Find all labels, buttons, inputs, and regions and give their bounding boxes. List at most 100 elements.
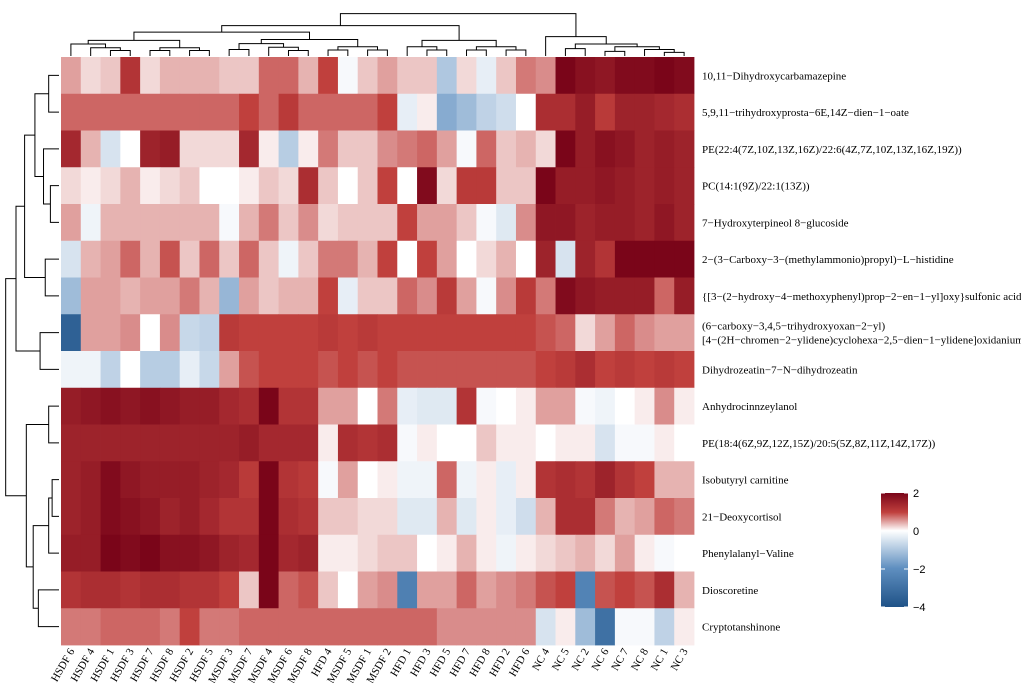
heatmap-cell xyxy=(80,277,101,315)
heatmap-cell xyxy=(417,534,438,572)
heatmap-cell xyxy=(278,93,299,131)
heatmap-cell xyxy=(80,57,101,95)
heatmap-cell xyxy=(397,57,418,95)
heatmap-cell xyxy=(199,571,220,609)
heatmap-cell xyxy=(159,314,181,352)
heatmap-cell xyxy=(496,498,517,536)
heatmap-cell xyxy=(456,571,477,609)
heatmap-cell xyxy=(318,204,339,242)
heatmap-cell xyxy=(595,571,616,609)
heatmap-cell xyxy=(337,130,359,168)
heatmap-cell xyxy=(80,93,101,131)
heatmap-cell xyxy=(456,277,477,315)
heatmap-cell xyxy=(377,387,398,425)
heatmap-cell xyxy=(535,314,556,352)
heatmap-cell xyxy=(535,240,556,278)
heatmap-cell xyxy=(555,571,576,609)
heatmap-cell xyxy=(80,608,101,646)
heatmap-cell xyxy=(397,461,418,499)
heatmap-cell xyxy=(535,167,556,205)
heatmap-cell xyxy=(476,130,497,168)
heatmap-cell xyxy=(456,608,477,646)
heatmap-cell xyxy=(140,93,161,131)
heatmap-cell xyxy=(140,608,161,646)
heatmap-cell xyxy=(357,57,378,95)
heatmap-cell xyxy=(278,461,299,499)
heatmap-cell xyxy=(377,167,398,205)
heatmap-cell xyxy=(436,351,458,389)
legend-tick-label: 2 xyxy=(913,488,919,500)
heatmap-cell xyxy=(456,167,477,205)
heatmap-cell xyxy=(318,167,339,205)
heatmap-cell xyxy=(258,351,279,389)
heatmap-cell xyxy=(417,387,438,425)
heatmap-cell xyxy=(318,387,339,425)
heatmap-cell xyxy=(298,498,319,536)
heatmap-cell xyxy=(535,424,556,462)
heatmap-cell xyxy=(298,387,319,425)
heatmap-cell xyxy=(140,57,161,95)
heatmap-cell xyxy=(258,571,279,609)
dendrogram-link xyxy=(90,47,121,56)
heatmap-cell xyxy=(120,608,141,646)
heatmap-cell xyxy=(476,608,497,646)
heatmap-cell xyxy=(496,314,517,352)
heatmap-cell xyxy=(298,57,319,95)
heatmap-cell xyxy=(674,571,695,609)
heatmap-cell xyxy=(555,277,576,315)
heatmap-cell xyxy=(318,314,339,352)
heatmap-cell xyxy=(298,93,319,131)
heatmap-cell xyxy=(417,277,438,315)
heatmap-cell xyxy=(417,424,438,462)
heatmap-cell xyxy=(595,424,616,462)
heatmap-cell xyxy=(258,57,279,95)
heatmap-cell xyxy=(476,93,497,131)
heatmap-cell xyxy=(318,93,339,131)
heatmap-cell xyxy=(436,130,458,168)
heatmap-cell xyxy=(357,461,378,499)
heatmap-cell xyxy=(397,498,418,536)
dendrogram-link xyxy=(221,25,460,41)
heatmap-cell xyxy=(397,167,418,205)
heatmap-cell xyxy=(535,461,556,499)
heatmap-cell xyxy=(120,130,141,168)
heatmap-cell xyxy=(61,93,82,131)
heatmap-cell xyxy=(436,498,458,536)
row-label: Cryptotanshinone xyxy=(702,622,780,634)
heatmap-cell xyxy=(258,204,279,242)
heatmap-cell xyxy=(219,387,240,425)
heatmap-cell xyxy=(61,424,82,462)
heatmap-cell xyxy=(179,608,200,646)
heatmap-cell xyxy=(575,167,596,205)
heatmap-cell xyxy=(476,571,497,609)
heatmap-cell xyxy=(614,277,636,315)
heatmap-cell xyxy=(120,167,141,205)
heatmap-cell xyxy=(199,608,220,646)
heatmap-cell xyxy=(535,204,556,242)
column-label: NC 8 xyxy=(629,646,651,673)
heatmap-cell xyxy=(199,240,220,278)
heatmap-cell xyxy=(575,534,596,572)
row-label: 21−Deoxycortisol xyxy=(702,511,782,523)
heatmap-cell xyxy=(80,571,101,609)
heatmap-cell xyxy=(337,571,359,609)
heatmap-cell xyxy=(140,351,161,389)
dendrogram-link xyxy=(32,525,49,609)
heatmap-cell xyxy=(595,534,616,572)
heatmap-cell xyxy=(634,351,655,389)
heatmap-cell xyxy=(674,498,695,536)
heatmap-cell xyxy=(357,351,378,389)
heatmap-cell xyxy=(337,351,359,389)
heatmap-cell xyxy=(654,571,675,609)
heatmap-cell xyxy=(239,204,260,242)
dendrogram-link xyxy=(34,93,49,177)
heatmap-cell xyxy=(258,387,279,425)
heatmap-cell xyxy=(239,93,260,131)
heatmap-cell xyxy=(456,387,477,425)
heatmap-cell xyxy=(575,93,596,131)
heatmap-cell xyxy=(61,240,82,278)
heatmap-cell xyxy=(674,167,695,205)
heatmap-cell xyxy=(140,204,161,242)
heatmap-cell xyxy=(377,204,398,242)
heatmap-cell xyxy=(199,424,220,462)
